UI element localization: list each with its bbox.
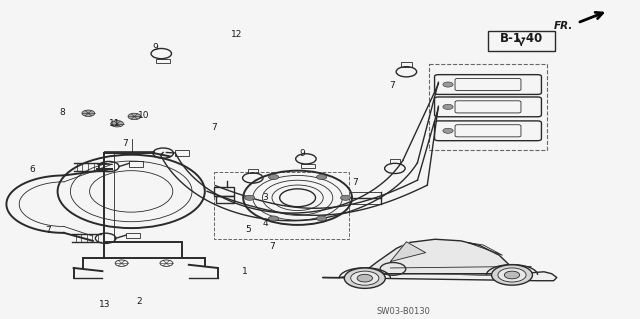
Text: 7: 7	[122, 139, 127, 148]
Circle shape	[340, 195, 351, 200]
Bar	[156, 59, 170, 63]
Circle shape	[244, 195, 255, 200]
Circle shape	[492, 265, 532, 285]
Bar	[488, 31, 555, 51]
Polygon shape	[390, 242, 426, 262]
Bar	[401, 62, 412, 67]
Circle shape	[128, 113, 141, 120]
Text: 11: 11	[109, 119, 121, 128]
Text: 7: 7	[45, 226, 51, 235]
Text: FR.: FR.	[554, 21, 573, 31]
Text: 1: 1	[242, 267, 247, 276]
Text: 7: 7	[212, 123, 217, 132]
Bar	[429, 64, 547, 150]
Text: 2: 2	[137, 297, 142, 306]
Circle shape	[504, 271, 520, 279]
Bar	[390, 159, 400, 163]
Circle shape	[443, 104, 453, 109]
Polygon shape	[362, 239, 518, 274]
Circle shape	[269, 216, 279, 221]
Bar	[175, 150, 189, 156]
Text: 6: 6	[29, 165, 35, 174]
Bar	[214, 187, 234, 196]
Circle shape	[82, 110, 95, 116]
Text: 3: 3	[263, 193, 268, 202]
Bar	[216, 196, 234, 203]
Text: 5: 5	[246, 225, 251, 234]
Text: 12: 12	[231, 30, 243, 39]
Text: 7: 7	[353, 178, 358, 187]
Circle shape	[498, 268, 526, 282]
Bar	[126, 233, 140, 238]
Circle shape	[317, 174, 327, 180]
Text: 9: 9	[300, 149, 305, 158]
Text: 7: 7	[389, 81, 394, 90]
Text: 13: 13	[99, 300, 110, 309]
Bar	[301, 164, 315, 168]
Circle shape	[317, 216, 327, 221]
Circle shape	[443, 128, 453, 133]
Bar	[214, 172, 349, 239]
Bar	[129, 161, 143, 167]
Polygon shape	[323, 272, 557, 281]
Bar	[248, 169, 258, 173]
Circle shape	[344, 268, 385, 288]
Circle shape	[443, 82, 453, 87]
Circle shape	[111, 121, 124, 127]
Circle shape	[357, 274, 372, 282]
Text: 9: 9	[153, 43, 158, 52]
Text: 10: 10	[138, 111, 150, 120]
Text: 7: 7	[269, 242, 275, 251]
Circle shape	[269, 174, 279, 180]
Text: B-1-40: B-1-40	[500, 32, 543, 45]
Text: SW03-B0130: SW03-B0130	[376, 307, 430, 315]
Circle shape	[351, 271, 379, 285]
Text: 4: 4	[263, 219, 268, 228]
Text: 8: 8	[60, 108, 65, 117]
